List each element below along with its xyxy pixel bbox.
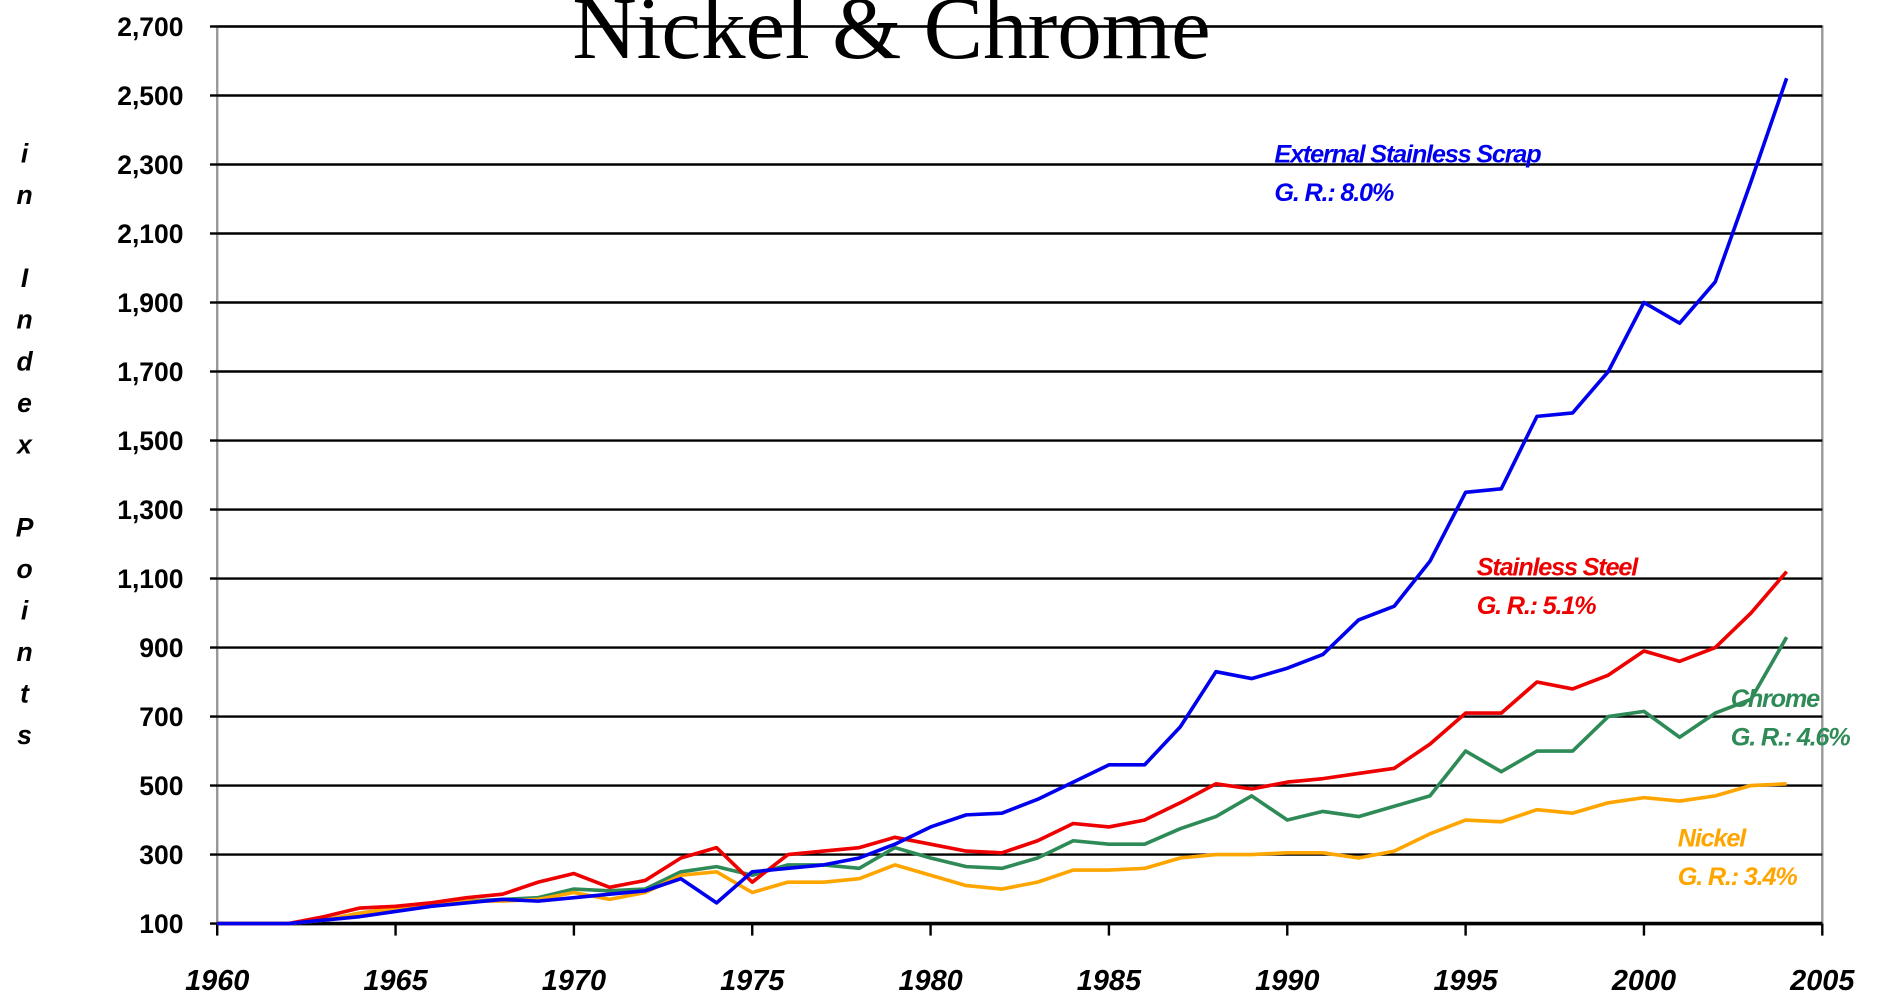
- y-tick-label: 2,300: [117, 150, 183, 180]
- growth-rate: G. R.: 4.6%: [1731, 723, 1850, 751]
- x-tick-label: 1975: [720, 965, 785, 997]
- series-line: [217, 570, 1788, 926]
- y-tick-label: 300: [139, 840, 183, 870]
- growth-rate: G. R.: 8.0%: [1274, 179, 1393, 207]
- x-tick-label: 1990: [1255, 965, 1319, 997]
- series-label: Stainless Steel: [1477, 554, 1639, 582]
- series-label: External Stainless Scrap: [1274, 141, 1541, 169]
- series-line: [217, 77, 1789, 926]
- x-tick-label: 1970: [542, 965, 606, 997]
- y-tick-label: 2,700: [117, 12, 183, 42]
- y-tick-label: 2,100: [117, 219, 183, 249]
- x-tick-label: 1960: [185, 965, 249, 997]
- series-line: [217, 636, 1789, 926]
- series-label: Chrome: [1731, 685, 1820, 713]
- growth-rate: G. R.: 5.1%: [1477, 592, 1596, 620]
- y-tick-label: 1,500: [117, 426, 183, 456]
- y-tick-label: 2,500: [117, 81, 183, 111]
- y-tick-label: 1,700: [117, 357, 183, 387]
- series-label: Nickel: [1678, 824, 1747, 852]
- y-tick-label: 700: [139, 702, 183, 732]
- y-tick-label: 500: [139, 771, 183, 801]
- y-tick-label: 1,100: [117, 564, 183, 594]
- x-tick-label: 1965: [363, 965, 428, 997]
- plot-frame: [216, 25, 1824, 925]
- y-tick-label: 1,300: [117, 495, 183, 525]
- growth-rate: G. R.: 3.4%: [1678, 863, 1797, 891]
- y-tick-label: 1,900: [117, 288, 183, 318]
- chart-title: Nickel & Chrome: [572, 0, 1210, 78]
- x-tick-label: 1995: [1433, 965, 1498, 997]
- x-tick-label: 2000: [1611, 965, 1676, 997]
- x-tick-label: 1985: [1077, 965, 1142, 997]
- x-tick-label: 1980: [898, 965, 962, 997]
- y-tick-label: 100: [139, 909, 183, 939]
- x-tick-label: 2005: [1789, 965, 1855, 997]
- y-tick-label: 900: [139, 633, 183, 663]
